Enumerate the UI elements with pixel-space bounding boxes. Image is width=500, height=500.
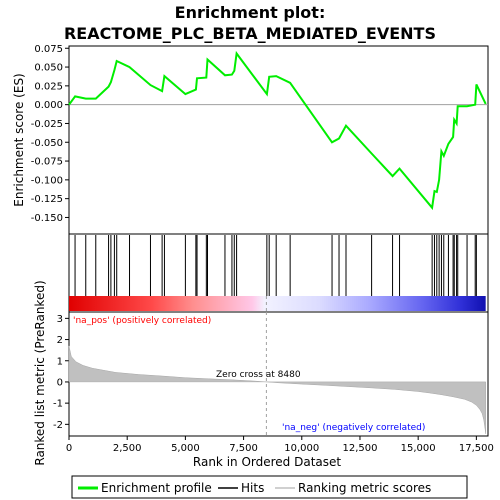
metric-panel-frame — [68, 311, 489, 437]
legend-hits-label: Hits — [241, 481, 264, 495]
es-y-tick-label: 0.050 — [34, 63, 63, 74]
x-tick-label: 15,000 — [401, 443, 436, 454]
metric-y-tick-label: -1 — [53, 399, 63, 410]
metric-y-tick-label: -2 — [53, 420, 63, 431]
chart-title-line2: REACTOME_PLC_BETA_MEDIATED_EVENTS — [64, 24, 436, 43]
legend-metric-label: Ranking metric scores — [298, 481, 431, 495]
es-y-tick-label: -0.075 — [31, 157, 63, 168]
x-tick-label: 7,500 — [229, 443, 258, 454]
chart-title-line1: Enrichment plot: — [175, 3, 326, 22]
es-y-tick-label: 0.000 — [34, 100, 63, 111]
neg-correlated-label: 'na_neg' (negatively correlated) — [282, 423, 425, 433]
x-axis: 0 2,500 5,000 7,500 10,000 12,500 15,000 17,500 — [66, 436, 494, 454]
x-tick-label: 0 — [66, 443, 72, 454]
hits-group — [74, 235, 477, 296]
legend-enrichment-label: Enrichment profile — [101, 481, 212, 495]
metric-y-axis: 3 2 1 0 -1 -2 — [53, 314, 69, 431]
pos-correlated-label: 'na_pos' (positively correlated) — [73, 316, 211, 326]
es-y-tick-label: -0.025 — [31, 119, 63, 130]
es-y-axis-title: Enrichment score (ES) — [12, 73, 26, 206]
legend-box — [71, 475, 468, 499]
es-y-tick-label: -0.125 — [31, 194, 63, 205]
es-y-tick-label: -0.050 — [31, 138, 63, 149]
x-tick-label: 17,500 — [459, 443, 494, 454]
es-y-axis: 0.075 0.050 0.025 0.000 -0.025 -0.050 -0.075 -0… — [31, 44, 69, 224]
ranking-metric-area — [68, 345, 486, 434]
es-y-tick-label: -0.150 — [31, 213, 63, 224]
es-panel-frame — [68, 45, 489, 235]
metric-y-tick-label: 0 — [57, 377, 63, 388]
es-y-tick-label: 0.075 — [34, 44, 63, 55]
metric-y-tick-label: 3 — [57, 314, 63, 325]
x-axis-title: Rank in Ordered Dataset — [193, 455, 341, 469]
x-tick-label: 5,000 — [171, 443, 200, 454]
enrichment-profile-line — [68, 50, 487, 211]
metric-y-tick-label: 1 — [57, 356, 63, 367]
es-y-tick-label: 0.025 — [34, 81, 63, 92]
x-tick-label: 10,000 — [284, 443, 319, 454]
x-tick-label: 12,500 — [342, 443, 377, 454]
metric-y-tick-label: 2 — [57, 335, 63, 346]
metric-y-axis-title: Ranked list metric (PreRanked) — [33, 280, 47, 465]
ranked-list-color-bar — [69, 296, 486, 311]
x-tick-label: 2,500 — [113, 443, 142, 454]
es-y-tick-label: -0.100 — [31, 175, 63, 186]
zero-cross-label: Zero cross at 8480 — [216, 370, 301, 380]
